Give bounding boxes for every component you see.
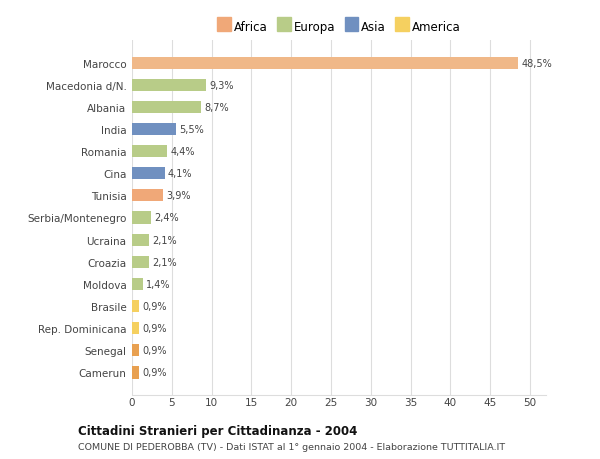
- Text: Cittadini Stranieri per Cittadinanza - 2004: Cittadini Stranieri per Cittadinanza - 2…: [78, 424, 358, 437]
- Text: 0,9%: 0,9%: [142, 368, 167, 378]
- Bar: [132, 344, 139, 357]
- Text: 4,1%: 4,1%: [168, 169, 193, 179]
- Text: 4,4%: 4,4%: [170, 147, 195, 157]
- Bar: [132, 300, 139, 313]
- Legend: Africa, Europa, Asia, America: Africa, Europa, Asia, America: [215, 19, 463, 37]
- Bar: [132, 190, 163, 202]
- Text: 48,5%: 48,5%: [521, 58, 552, 68]
- Bar: [132, 212, 151, 224]
- Bar: [132, 322, 139, 335]
- Text: 1,4%: 1,4%: [146, 279, 171, 289]
- Text: 0,9%: 0,9%: [142, 346, 167, 356]
- Text: 2,4%: 2,4%: [154, 213, 179, 223]
- Text: 5,5%: 5,5%: [179, 125, 204, 134]
- Bar: [132, 146, 167, 158]
- Text: 0,9%: 0,9%: [142, 324, 167, 333]
- Text: 2,1%: 2,1%: [152, 257, 176, 267]
- Bar: [132, 367, 139, 379]
- Text: 8,7%: 8,7%: [205, 103, 229, 112]
- Bar: [132, 168, 164, 180]
- Bar: [132, 256, 149, 268]
- Text: COMUNE DI PEDEROBBA (TV) - Dati ISTAT al 1° gennaio 2004 - Elaborazione TUTTITAL: COMUNE DI PEDEROBBA (TV) - Dati ISTAT al…: [78, 442, 505, 451]
- Bar: [132, 79, 206, 92]
- Bar: [132, 101, 201, 114]
- Bar: [132, 57, 518, 69]
- Bar: [132, 123, 176, 136]
- Bar: [132, 278, 143, 291]
- Text: 3,9%: 3,9%: [166, 191, 191, 201]
- Text: 9,3%: 9,3%: [209, 80, 234, 90]
- Bar: [132, 234, 149, 246]
- Text: 2,1%: 2,1%: [152, 235, 176, 245]
- Text: 0,9%: 0,9%: [142, 302, 167, 311]
